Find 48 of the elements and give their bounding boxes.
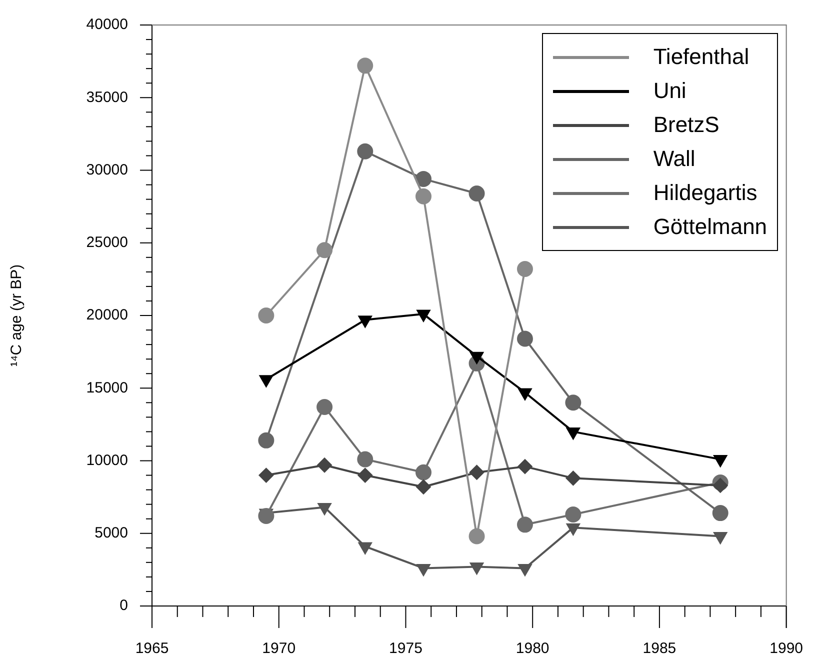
- point: [468, 185, 485, 202]
- legend-label: Tiefenthal: [653, 44, 750, 70]
- point: [258, 432, 274, 448]
- point: [565, 506, 582, 522]
- point: [258, 308, 274, 324]
- legend-label: Göttelmann: [653, 214, 768, 240]
- point: [357, 143, 374, 160]
- point: [416, 479, 431, 494]
- point: [415, 170, 432, 187]
- point: [516, 330, 533, 347]
- point: [565, 394, 582, 411]
- point: [517, 459, 532, 474]
- point: [357, 451, 374, 468]
- y-tick-label: 40000: [86, 16, 128, 34]
- y-tick-label: 5000: [94, 524, 128, 542]
- y-tick-label: 35000: [86, 88, 128, 106]
- x-tick-label: 1975: [389, 640, 422, 658]
- x-tick-label: 1990: [770, 640, 804, 658]
- point: [415, 188, 432, 204]
- y-tick-label: 15000: [86, 379, 128, 396]
- point: [357, 58, 374, 74]
- legend-label: Wall: [653, 146, 696, 172]
- point: [258, 468, 274, 483]
- point: [316, 399, 333, 416]
- y-axis-title: ¹⁴C age (yr BP): [8, 264, 26, 367]
- legend-label: BretzS: [653, 112, 720, 138]
- point: [317, 458, 332, 473]
- x-tick-label: 1965: [135, 640, 169, 658]
- point: [468, 528, 485, 544]
- y-tick-label: 30000: [86, 161, 128, 178]
- point: [516, 261, 533, 278]
- point: [712, 505, 728, 522]
- y-tick-label: 0: [120, 597, 128, 614]
- point: [469, 464, 484, 480]
- x-tick-label: 1970: [262, 640, 296, 658]
- point: [415, 464, 432, 480]
- y-tick-label: 20000: [86, 306, 128, 324]
- x-tick-label: 1985: [642, 640, 676, 658]
- point: [316, 242, 333, 258]
- x-tick-label: 1980: [516, 640, 550, 658]
- point: [566, 470, 581, 486]
- y-tick-label: 25000: [86, 234, 128, 252]
- point: [516, 516, 533, 533]
- point: [358, 468, 373, 483]
- y-tick-label: 10000: [86, 452, 128, 469]
- point: [712, 478, 728, 493]
- legend-label: Uni: [653, 78, 686, 104]
- legend-label: Hildegartis: [653, 180, 758, 206]
